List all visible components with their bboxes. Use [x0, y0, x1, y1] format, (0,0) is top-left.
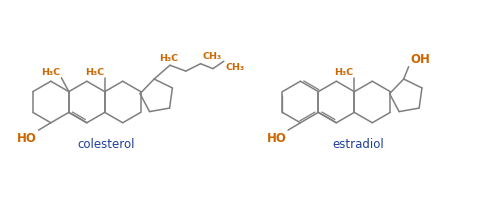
Text: CH₃: CH₃: [202, 52, 221, 61]
Text: CH₃: CH₃: [225, 63, 245, 72]
Text: OH: OH: [410, 53, 430, 66]
Text: estradiol: estradiol: [332, 139, 384, 151]
Text: HO: HO: [267, 132, 287, 145]
Text: H₃C: H₃C: [334, 68, 353, 77]
Text: H₃C: H₃C: [41, 68, 60, 77]
Text: H₃C: H₃C: [84, 68, 104, 77]
Text: H₃C: H₃C: [160, 54, 178, 63]
Text: HO: HO: [17, 132, 37, 145]
Text: colesterol: colesterol: [78, 139, 135, 151]
